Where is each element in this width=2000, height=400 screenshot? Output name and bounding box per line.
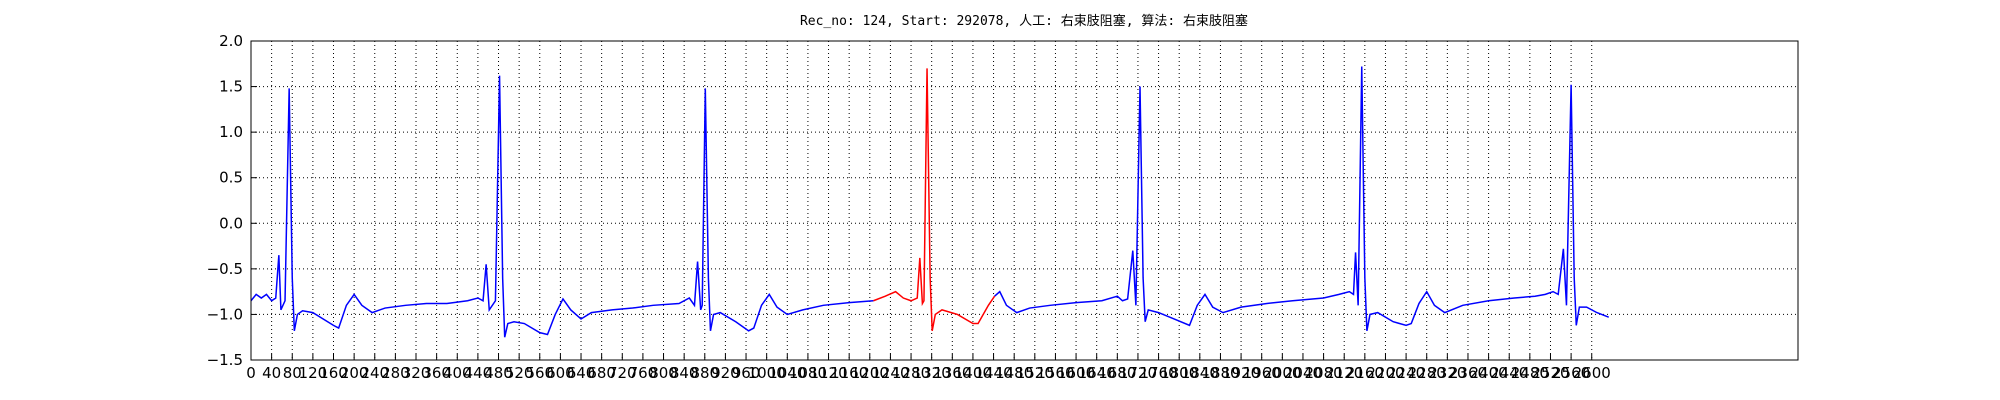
x-tick-label: 1040 <box>768 364 806 382</box>
y-tick-label: 1.5 <box>219 78 243 96</box>
x-tick-label: 1840 <box>1181 364 1219 382</box>
y-tick-label: 1.0 <box>219 123 243 141</box>
x-tick-label: 840 <box>670 364 699 382</box>
x-tick-label: 600 <box>546 364 575 382</box>
x-tick-label: 2360 <box>1449 364 1487 382</box>
x-tick-label: 2560 <box>1552 364 1590 382</box>
x-tick-label: 240 <box>360 364 389 382</box>
x-tick-label: 1400 <box>954 364 992 382</box>
x-tick-label: 2080 <box>1304 364 1342 382</box>
x-tick-label: 960 <box>732 364 761 382</box>
y-tick-label: 2.0 <box>219 32 243 50</box>
x-tick-label: 480 <box>484 364 513 382</box>
x-tick-label: 2520 <box>1531 364 1569 382</box>
x-tick-label: 440 <box>464 364 493 382</box>
x-tick-label: 720 <box>608 364 637 382</box>
x-tick-label: 1880 <box>1201 364 1239 382</box>
y-tick-label: −0.5 <box>207 260 243 278</box>
x-tick-label: 80 <box>283 364 302 382</box>
x-tick-label: 2040 <box>1284 364 1322 382</box>
x-tick-label: 1800 <box>1160 364 1198 382</box>
x-tick-label: 1200 <box>851 364 889 382</box>
x-tick-label: 1640 <box>1078 364 1116 382</box>
x-tick-label: 1680 <box>1098 364 1136 382</box>
x-tick-label: 1280 <box>892 364 930 382</box>
plot-frame <box>250 40 1799 361</box>
chart-title: Rec_no: 124, Start: 292078, 人工: 右束肢阻塞, 算… <box>800 13 1248 29</box>
x-tick-label: 1000 <box>748 364 786 382</box>
x-tick-label: 1560 <box>1036 364 1074 382</box>
x-tick-label: 2120 <box>1325 364 1363 382</box>
x-tick-label: 360 <box>422 364 451 382</box>
x-tick-label: 120 <box>299 364 328 382</box>
x-tick-label: 680 <box>587 364 616 382</box>
x-tick-label: 1760 <box>1139 364 1177 382</box>
x-tick-label: 160 <box>319 364 348 382</box>
x-tick-label: 640 <box>567 364 596 382</box>
x-tick-label: 1920 <box>1222 364 1260 382</box>
x-tick-label: 1720 <box>1119 364 1157 382</box>
x-tick-label: 560 <box>525 364 554 382</box>
x-tick-label: 520 <box>505 364 534 382</box>
line-series <box>250 66 1610 338</box>
y-tick-label: −1.5 <box>207 351 243 369</box>
x-tick-label: 2280 <box>1408 364 1446 382</box>
x-tick-label: 1440 <box>974 364 1012 382</box>
x-tick-label: 0 <box>246 364 256 382</box>
x-tick-label: 280 <box>381 364 410 382</box>
x-tick-label: 2200 <box>1366 364 1404 382</box>
x-tick-label: 1600 <box>1057 364 1095 382</box>
x-tick-label: 2000 <box>1263 364 1301 382</box>
x-tick-label: 2440 <box>1490 364 1528 382</box>
y-tick-label: 0.0 <box>219 214 243 232</box>
x-tick-label: 920 <box>711 364 740 382</box>
x-tick-label: 320 <box>402 364 431 382</box>
y-tick-label: −1.0 <box>207 305 243 323</box>
y-tick-label: 0.5 <box>219 169 243 187</box>
x-tick-label: 800 <box>649 364 678 382</box>
x-tick-label: 760 <box>629 364 658 382</box>
x-tick-label: 1520 <box>1016 364 1054 382</box>
x-tick-label: 1080 <box>789 364 827 382</box>
x-tick-label: 1480 <box>995 364 1033 382</box>
x-tick-label: 2400 <box>1470 364 1508 382</box>
x-tick-label: 1320 <box>913 364 951 382</box>
x-tick-label: 1160 <box>830 364 868 382</box>
line-series <box>873 68 996 331</box>
x-tick-label: 2320 <box>1428 364 1466 382</box>
x-tick-label: 40 <box>262 364 281 382</box>
x-tick-label: 200 <box>340 364 369 382</box>
x-tick-label: 2600 <box>1573 364 1611 382</box>
x-tick-label: 1240 <box>871 364 909 382</box>
x-tick-label: 880 <box>690 364 719 382</box>
x-tick-label: 2480 <box>1511 364 1549 382</box>
x-tick-label: 1960 <box>1243 364 1281 382</box>
x-tick-label: 2240 <box>1387 364 1425 382</box>
x-tick-label: 1120 <box>809 364 847 382</box>
x-tick-label: 2160 <box>1346 364 1384 382</box>
x-tick-label: 400 <box>443 364 472 382</box>
x-tick-label: 1360 <box>933 364 971 382</box>
